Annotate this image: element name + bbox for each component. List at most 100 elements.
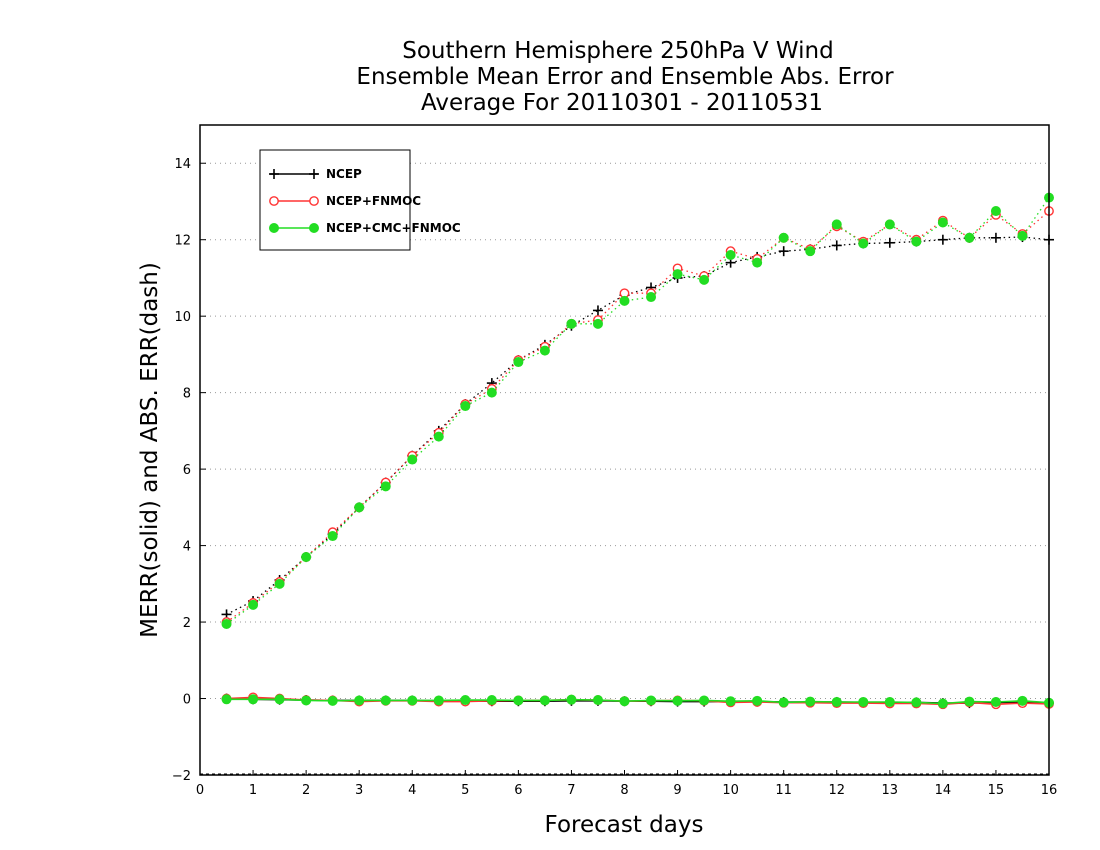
abs-err-point (486, 387, 497, 398)
mean-err-point (221, 694, 232, 705)
mean-err-point (513, 695, 524, 706)
x-tick-label: 15 (988, 783, 1005, 798)
y-tick-label: 8 (183, 387, 191, 402)
abs-err-line-ncep-fnmoc (226, 210, 1050, 623)
mean-err-point (274, 694, 285, 705)
y-tick-label: 2 (183, 616, 191, 631)
mean-err-point (407, 695, 418, 706)
abs-err-point (831, 219, 842, 230)
abs-err-point (831, 240, 842, 251)
abs-err-point (646, 292, 657, 303)
abs-err-point (805, 246, 816, 257)
legend-item-ncep-fnmoc: NCEP+FNMOC (269, 194, 421, 208)
mean-err-point (778, 697, 789, 708)
y-tick-label: 6 (183, 463, 191, 478)
abs-err-point (778, 246, 789, 257)
abs-err-point (380, 481, 391, 492)
mean-err-point (486, 695, 497, 706)
mean-err-point (990, 696, 1001, 707)
mean-err-point (619, 696, 630, 707)
abs-err-line-ncep-cmc-fnmoc (226, 197, 1050, 625)
abs-err-point (699, 274, 710, 285)
mean-err-point (301, 695, 312, 706)
legend-marker (269, 169, 279, 179)
legend-marker (269, 223, 279, 233)
mean-err-point (964, 696, 975, 707)
mean-err-point (831, 696, 842, 707)
mean-err-point (539, 695, 550, 706)
x-tick-label: 8 (620, 783, 628, 798)
abs-err-point (990, 232, 1001, 243)
mean-err-point (1017, 695, 1028, 706)
series-ncep-fnmoc (221, 206, 1054, 710)
x-tick-label: 9 (673, 783, 681, 798)
legend-label: NCEP+CMC+FNMOC (326, 221, 461, 235)
mean-err-point (460, 695, 471, 706)
series-layer (221, 192, 1054, 710)
mean-err-point (248, 694, 259, 705)
abs-err-point (433, 431, 444, 442)
mean-err-point (752, 695, 763, 706)
abs-err-point (327, 531, 338, 542)
mean-err-point (858, 696, 869, 707)
abs-err-point (964, 232, 975, 243)
mean-err-point (805, 696, 816, 707)
legend-marker (309, 196, 319, 206)
x-tick-label: 16 (1041, 783, 1058, 798)
abs-err-point (911, 236, 922, 247)
abs-err-point (248, 599, 259, 610)
y-tick-label: 14 (174, 157, 191, 172)
abs-err-point (1017, 230, 1028, 241)
legend-label: NCEP (326, 167, 362, 181)
y-tick-label: 0 (183, 693, 191, 708)
legend-item-ncep: NCEP (269, 167, 362, 181)
abs-err-point (937, 217, 948, 228)
legend-item-ncep-cmc-fnmoc: NCEP+CMC+FNMOC (269, 221, 461, 235)
abs-err-point (778, 232, 789, 243)
legend-marker (309, 169, 319, 179)
grid-lines (200, 162, 1049, 775)
mean-err-point (354, 695, 365, 706)
chart-title-line-3: Average For 20110301 - 20110531 (421, 90, 823, 116)
abs-err-point (460, 401, 471, 412)
legend: NCEP NCEP+FNMOC NCEP+CMC+FNMOC (259, 149, 461, 251)
mean-err-point (699, 695, 710, 706)
abs-err-point (301, 552, 312, 563)
chart-title-line-2: Ensemble Mean Error and Ensemble Abs. Er… (356, 64, 894, 90)
x-tick-label: 1 (249, 783, 257, 798)
abs-err-point (858, 238, 869, 249)
abs-err-point (513, 357, 524, 368)
plot-frame (199, 124, 1050, 776)
x-axis-label: Forecast days (545, 812, 704, 838)
abs-err-point (354, 502, 365, 513)
abs-err-point (407, 454, 418, 465)
x-tick-label: 4 (408, 783, 416, 798)
x-tick-label: 2 (302, 783, 310, 798)
mean-err-point (672, 695, 683, 706)
x-tick-label: 5 (461, 783, 469, 798)
mean-err-point (725, 696, 736, 707)
chart-title-line-1: Southern Hemisphere 250hPa V Wind (402, 38, 833, 64)
y-axis-label: MERR(solid) and ABS. ERR(dash) (137, 262, 163, 638)
abs-err-point (274, 578, 285, 589)
x-tick-label: 3 (355, 783, 363, 798)
legend-label: NCEP+FNMOC (326, 194, 421, 208)
mean-err-point (884, 696, 895, 707)
mean-err-point (592, 695, 603, 706)
series-ncep-cmc-fnmoc (221, 192, 1054, 709)
x-tick-label: 12 (828, 783, 845, 798)
x-tick-label: 10 (722, 783, 739, 798)
series-ncep (221, 232, 1054, 709)
mean-err-point (646, 695, 657, 706)
mean-err-point (380, 695, 391, 706)
legend-box (259, 149, 411, 251)
x-tick-label: 11 (775, 783, 792, 798)
y-tick-label: 10 (174, 310, 191, 325)
mean-err-point (937, 698, 948, 709)
y-tick-label: −2 (172, 769, 191, 784)
abs-err-point (990, 206, 1001, 217)
y-tick-label: 12 (174, 234, 191, 249)
x-tick-label: 7 (567, 783, 575, 798)
